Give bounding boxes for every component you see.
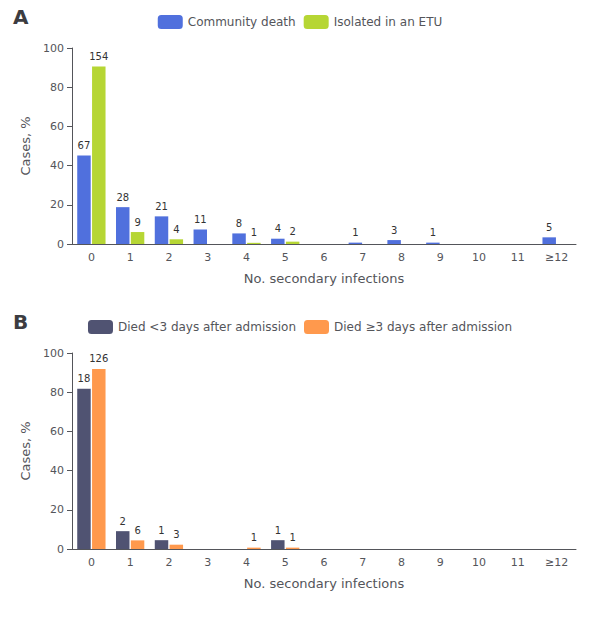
svg-text:1: 1: [251, 227, 257, 238]
svg-text:2: 2: [289, 226, 295, 237]
svg-text:4: 4: [275, 223, 281, 234]
svg-text:1: 1: [251, 532, 257, 543]
svg-text:No. secondary infections: No. secondary infections: [244, 576, 405, 591]
svg-text:9: 9: [437, 556, 444, 569]
svg-text:No. secondary infections: No. secondary infections: [244, 271, 405, 286]
svg-text:4: 4: [243, 251, 250, 264]
svg-text:5: 5: [546, 222, 552, 233]
svg-text:Isolated in an ETU: Isolated in an ETU: [334, 15, 443, 29]
svg-text:B: B: [13, 310, 28, 334]
svg-text:40: 40: [50, 464, 64, 477]
svg-text:11: 11: [511, 251, 525, 264]
svg-text:7: 7: [359, 556, 366, 569]
svg-text:0: 0: [57, 543, 64, 556]
svg-text:100: 100: [43, 347, 64, 360]
svg-text:3: 3: [204, 251, 211, 264]
svg-text:60: 60: [50, 120, 64, 133]
svg-text:40: 40: [50, 159, 64, 172]
svg-text:3: 3: [204, 556, 211, 569]
svg-text:20: 20: [50, 198, 64, 211]
svg-text:Cases, %: Cases, %: [18, 421, 33, 480]
svg-text:28: 28: [116, 192, 129, 203]
svg-text:9: 9: [134, 217, 140, 228]
svg-text:10: 10: [472, 556, 486, 569]
svg-text:1: 1: [289, 532, 295, 543]
svg-text:5: 5: [282, 251, 289, 264]
svg-text:11: 11: [511, 556, 525, 569]
svg-text:11: 11: [194, 214, 207, 225]
svg-text:3: 3: [391, 225, 397, 236]
svg-text:1: 1: [275, 525, 281, 536]
svg-text:1: 1: [430, 227, 436, 238]
svg-text:1: 1: [352, 227, 358, 238]
svg-text:4: 4: [243, 556, 250, 569]
svg-text:21: 21: [155, 201, 168, 212]
svg-text:1: 1: [127, 251, 134, 264]
svg-text:≥12: ≥12: [545, 556, 568, 569]
svg-text:8: 8: [398, 251, 405, 264]
svg-text:20: 20: [50, 503, 64, 516]
svg-text:A: A: [13, 5, 29, 29]
svg-text:6: 6: [321, 556, 328, 569]
svg-text:126: 126: [89, 353, 108, 364]
svg-text:8: 8: [236, 218, 242, 229]
svg-text:6: 6: [134, 525, 140, 536]
svg-text:1: 1: [127, 556, 134, 569]
svg-text:6: 6: [321, 251, 328, 264]
svg-text:80: 80: [50, 81, 64, 94]
svg-text:7: 7: [359, 251, 366, 264]
svg-text:2: 2: [120, 516, 126, 527]
svg-text:4: 4: [173, 224, 179, 235]
svg-text:10: 10: [472, 251, 486, 264]
svg-text:80: 80: [50, 386, 64, 399]
svg-text:8: 8: [398, 556, 405, 569]
svg-text:9: 9: [437, 251, 444, 264]
svg-text:Community death: Community death: [188, 15, 296, 29]
svg-text:Died ≥3 days after admission: Died ≥3 days after admission: [334, 320, 512, 334]
svg-text:60: 60: [50, 425, 64, 438]
svg-text:18: 18: [78, 373, 91, 384]
svg-text:≥12: ≥12: [545, 251, 568, 264]
svg-text:100: 100: [43, 42, 64, 55]
svg-text:5: 5: [282, 556, 289, 569]
svg-text:Cases, %: Cases, %: [18, 116, 33, 175]
svg-text:Died <3 days after admission: Died <3 days after admission: [118, 320, 296, 334]
svg-text:2: 2: [165, 251, 172, 264]
svg-text:0: 0: [88, 556, 95, 569]
svg-text:3: 3: [173, 529, 179, 540]
svg-text:1: 1: [158, 525, 164, 536]
svg-text:67: 67: [78, 140, 91, 151]
svg-text:2: 2: [165, 556, 172, 569]
svg-text:154: 154: [89, 51, 108, 62]
svg-text:0: 0: [88, 251, 95, 264]
svg-text:0: 0: [57, 238, 64, 251]
